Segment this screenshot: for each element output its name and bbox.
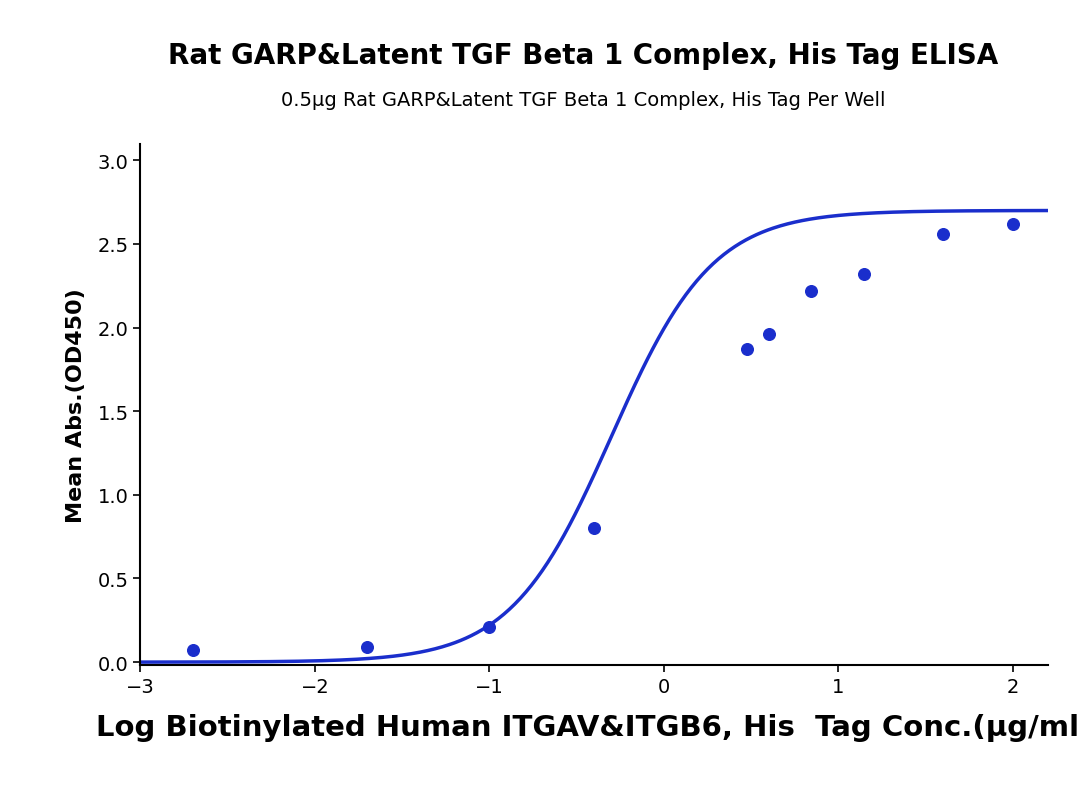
Point (934, 228, 951, 241)
Point (481, 621, 498, 634)
Point (802, 285, 820, 298)
Point (1004, 218, 1022, 231)
Point (585, 522, 603, 535)
Point (739, 343, 756, 356)
Text: Rat GARP&Latent TGF Beta 1 Complex, His Tag ELISA: Rat GARP&Latent TGF Beta 1 Complex, His … (168, 43, 998, 70)
Y-axis label: Mean Abs.(OD450): Mean Abs.(OD450) (66, 288, 86, 522)
Text: 0.5μg Rat GARP&Latent TGF Beta 1 Complex, His Tag Per Well: 0.5μg Rat GARP&Latent TGF Beta 1 Complex… (281, 91, 886, 110)
Point (855, 268, 873, 282)
X-axis label: Log Biotinylated Human ITGAV&ITGB6, His  Tag Conc.(μg/ml): Log Biotinylated Human ITGAV&ITGB6, His … (96, 713, 1080, 741)
Point (760, 329, 778, 342)
Point (359, 641, 376, 654)
Point (185, 644, 202, 657)
